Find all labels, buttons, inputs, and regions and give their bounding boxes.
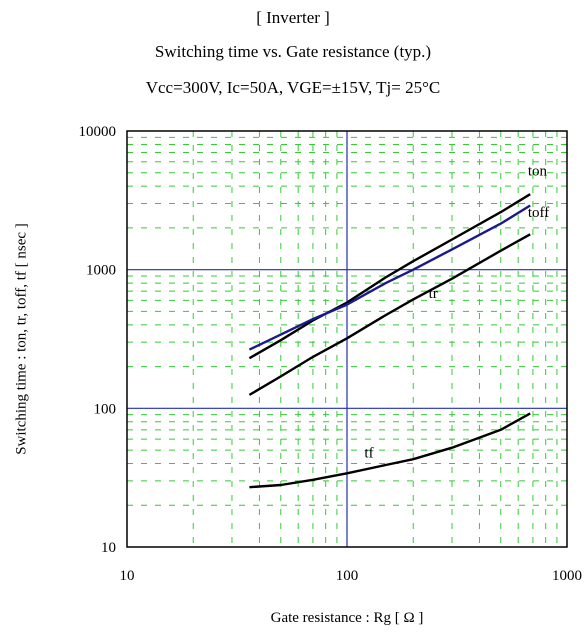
- curve-label-tf: tf: [364, 446, 373, 462]
- series-line-tr: [248, 233, 531, 396]
- x-tick-label: 100: [336, 568, 359, 584]
- series-line-tf: [249, 412, 531, 489]
- series-line-toff: [248, 204, 531, 351]
- x-axis-label: Gate resistance : Rg [ Ω ]: [271, 610, 424, 626]
- y-tick-label: 10: [101, 540, 116, 556]
- y-tick-label: 10000: [79, 124, 117, 140]
- x-tick-label: 1000: [552, 568, 582, 584]
- chart-conditions: Vcc=300V, Ic=50A, VGE=±15V, Tj= 25°C: [145, 78, 441, 97]
- curve-label-layer: ton toff tr tf: [364, 163, 549, 461]
- series-line-ton: [248, 193, 531, 360]
- curve-label-toff: toff: [528, 205, 549, 221]
- chart-supertitle: [ Inverter ]: [256, 8, 330, 27]
- x-tick-label: 10: [120, 568, 135, 584]
- tick-layer: 10 100 1000 10 100 1000 10000: [79, 124, 583, 584]
- curve-label-ton: ton: [528, 163, 548, 179]
- y-axis-label: Switching time : ton, tr, toff, tf [ nse…: [13, 223, 29, 455]
- curve-label-tr: tr: [429, 286, 438, 302]
- y-tick-label: 100: [94, 401, 117, 417]
- chart-title: Switching time vs. Gate resistance (typ.…: [154, 42, 432, 61]
- series-layer: [248, 193, 531, 489]
- plot-frame: [126, 130, 568, 548]
- y-tick-label: 1000: [86, 263, 116, 279]
- minor-grid: [127, 131, 567, 547]
